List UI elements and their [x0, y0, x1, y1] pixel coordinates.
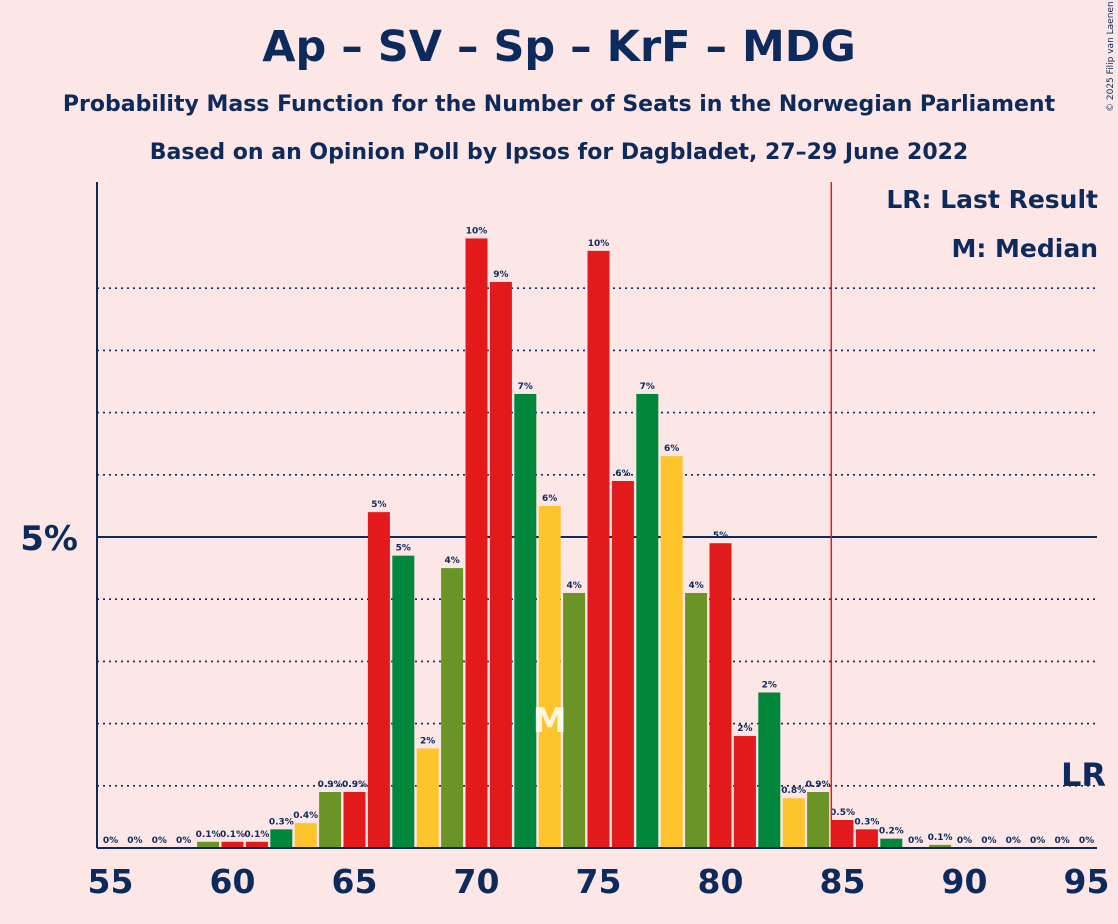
bar-value-label: 0%	[908, 836, 923, 846]
bar-value-label: 0.9%	[342, 780, 367, 790]
bar-value-label: 0.9%	[318, 780, 343, 790]
bar-value-label: 0%	[103, 836, 118, 846]
bar	[367, 512, 390, 848]
bar	[563, 592, 586, 848]
bar-value-label: 0.8%	[781, 786, 806, 796]
x-tick-label: 70	[454, 862, 500, 901]
bar-value-label: 2%	[420, 736, 435, 746]
bar	[758, 692, 781, 848]
bar-value-label: 6%	[615, 469, 630, 479]
bar-value-label: 0%	[981, 836, 996, 846]
x-tick-label: 90	[942, 862, 988, 901]
bar	[489, 281, 512, 849]
bar-value-label: 0.3%	[854, 817, 879, 827]
bar	[807, 792, 830, 848]
x-tick-label: 85	[820, 862, 866, 901]
chart-subtitle-source: Based on an Opinion Poll by Ipsos for Da…	[149, 140, 969, 165]
bar-value-label: 6%	[664, 444, 679, 454]
bar-value-label: 10%	[588, 239, 610, 249]
legend-median: M: Median	[951, 234, 1098, 263]
bar-value-label: 4%	[444, 556, 459, 566]
bar	[245, 841, 268, 848]
bar-value-label: 0.4%	[293, 811, 318, 821]
bar	[441, 568, 464, 848]
bar-value-label: 7%	[518, 382, 533, 392]
bar	[416, 748, 439, 848]
bar	[392, 555, 415, 848]
bar-value-label: 0%	[1054, 836, 1069, 846]
bar-value-label: 0.5%	[830, 808, 855, 818]
bar	[660, 456, 683, 848]
x-tick-label: 65	[332, 862, 378, 901]
bar	[880, 838, 903, 848]
bar-value-label: 0.9%	[806, 780, 831, 790]
chart-subtitle: Probability Mass Function for the Number…	[62, 92, 1056, 117]
bar	[733, 736, 756, 848]
bar-value-label: 9%	[493, 270, 508, 280]
x-tick-label: 75	[576, 862, 622, 901]
bar-value-label: 0%	[127, 836, 142, 846]
bar	[855, 829, 878, 848]
bar	[831, 820, 854, 848]
bar-value-label: 10%	[466, 226, 488, 236]
bar	[343, 792, 366, 848]
bar-value-label: 0.1%	[220, 830, 245, 840]
bar-value-label: 5%	[396, 544, 411, 554]
median-marker: M	[533, 701, 567, 741]
bar-value-label: 5%	[713, 531, 728, 541]
bar-value-label: 0%	[957, 836, 972, 846]
legend-last-result: LR: Last Result	[886, 185, 1098, 214]
bar	[709, 543, 732, 848]
bar	[538, 505, 561, 848]
x-tick-label: 95	[1064, 862, 1110, 901]
bar-value-label: 0.1%	[244, 830, 269, 840]
bar-value-label: 0.1%	[196, 830, 221, 840]
x-tick-label: 55	[88, 862, 134, 901]
bar	[197, 841, 220, 848]
x-tick-label: 80	[698, 862, 744, 901]
bar	[636, 393, 659, 848]
bar	[685, 592, 708, 848]
bar-value-label: 0%	[176, 836, 191, 846]
chart-title: Ap – SV – Sp – KrF – MDG	[262, 22, 856, 72]
bar-value-label: 4%	[688, 581, 703, 591]
bar	[221, 841, 244, 848]
bar	[514, 393, 537, 848]
y-tick-label: 5%	[20, 519, 78, 559]
bar	[465, 238, 488, 848]
bar	[929, 844, 952, 848]
bar-value-label: 0.3%	[269, 817, 294, 827]
last-result-marker: LR	[1061, 756, 1106, 794]
bar	[319, 792, 342, 848]
bar-value-label: 0.1%	[928, 833, 953, 843]
bar-value-label: 0%	[152, 836, 167, 846]
bar-value-label: 0%	[1079, 836, 1094, 846]
bar-value-label: 5%	[371, 500, 386, 510]
bar	[270, 829, 293, 848]
bar-value-label: 7%	[640, 382, 655, 392]
bar	[587, 250, 610, 848]
bar-value-label: 6%	[542, 494, 557, 504]
x-tick-label: 60	[210, 862, 256, 901]
bar	[782, 798, 805, 848]
bar-value-label: 4%	[566, 581, 581, 591]
bar	[611, 481, 634, 848]
bar-value-label: 2%	[762, 681, 777, 691]
bar-value-label: 2%	[737, 724, 752, 734]
bar-value-label: 0%	[1030, 836, 1045, 846]
bar-value-label: 0%	[1006, 836, 1021, 846]
bar-value-label: 0.2%	[879, 827, 904, 837]
bar	[294, 823, 317, 848]
